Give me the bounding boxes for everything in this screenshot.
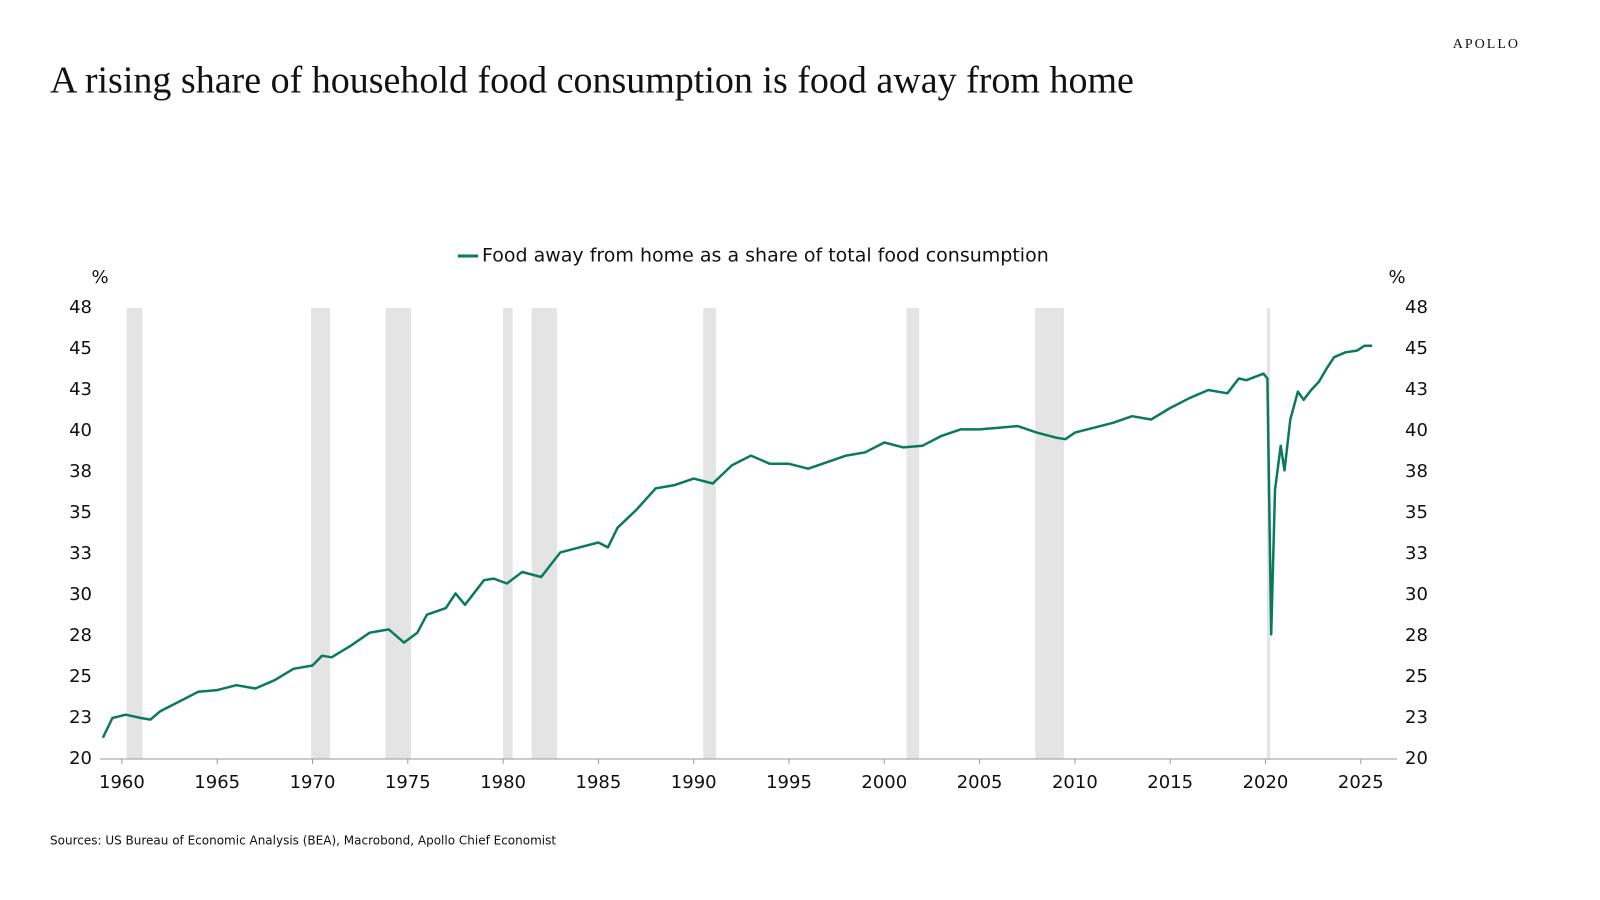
y-tick-label: 43: [69, 379, 92, 400]
x-tick-label: 1985: [576, 772, 622, 793]
x-tick-label: 2005: [957, 772, 1003, 793]
series-line: [101, 344, 1373, 739]
x-tick-label: 1970: [290, 772, 336, 793]
y-tick-label: 30: [69, 584, 92, 605]
y-tick-label: 33: [69, 543, 92, 564]
x-tick-label: 2020: [1243, 772, 1289, 793]
recession-band: [385, 308, 412, 759]
recession-band: [906, 308, 920, 759]
y-tick-label: 40: [69, 420, 92, 441]
recession-band: [310, 308, 331, 759]
y-tick-label: 35: [69, 502, 92, 523]
x-tick-label: 2015: [1147, 772, 1193, 793]
y2-tick-label: 20: [1405, 748, 1428, 769]
y-tick-label: 28: [69, 625, 92, 646]
y2-tick-label: 23: [1405, 707, 1428, 728]
x-tick-label: 1995: [766, 772, 812, 793]
y-tick-label: 20: [69, 748, 92, 769]
brand: APOLLO: [1453, 37, 1520, 52]
x-tick-label: 1965: [194, 772, 240, 793]
y-tick-label: 25: [69, 666, 92, 687]
y-tick-label: 23: [69, 707, 92, 728]
y2-tick-label: 45: [1405, 338, 1428, 359]
y-unit: %: [91, 267, 108, 288]
y2-tick-label: 33: [1405, 543, 1428, 564]
legend-label: Food away from home as a share of total …: [482, 245, 1049, 267]
y2-tick-label: 35: [1405, 502, 1428, 523]
source-note: Sources: US Bureau of Economic Analysis …: [50, 834, 556, 848]
recession-band: [531, 308, 558, 759]
y-tick-label: 48: [69, 297, 92, 318]
y2-tick-label: 30: [1405, 584, 1428, 605]
y2-tick-label: 25: [1405, 666, 1428, 687]
recession-band: [126, 308, 143, 759]
recession-band: [503, 308, 513, 759]
y-tick-label: 45: [69, 338, 92, 359]
x-tick-label: 1980: [480, 772, 526, 793]
recession-band: [1035, 308, 1064, 759]
x-tick-label: 1960: [99, 772, 145, 793]
y2-unit: %: [1388, 267, 1405, 288]
x-tick-label: 2000: [861, 772, 907, 793]
x-tick-label: 2025: [1338, 772, 1384, 793]
x-tick-label: 1990: [671, 772, 717, 793]
y-tick-label: 38: [69, 461, 92, 482]
y2-tick-label: 38: [1405, 461, 1428, 482]
x-tick-label: 1975: [385, 772, 431, 793]
y2-tick-label: 40: [1405, 420, 1428, 441]
x-tick-label: 2010: [1052, 772, 1098, 793]
y2-tick-label: 43: [1405, 379, 1428, 400]
recession-band: [703, 308, 717, 759]
chart-title: A rising share of household food consump…: [50, 60, 1134, 102]
y2-tick-label: 48: [1405, 297, 1428, 318]
y2-tick-label: 28: [1405, 625, 1428, 646]
